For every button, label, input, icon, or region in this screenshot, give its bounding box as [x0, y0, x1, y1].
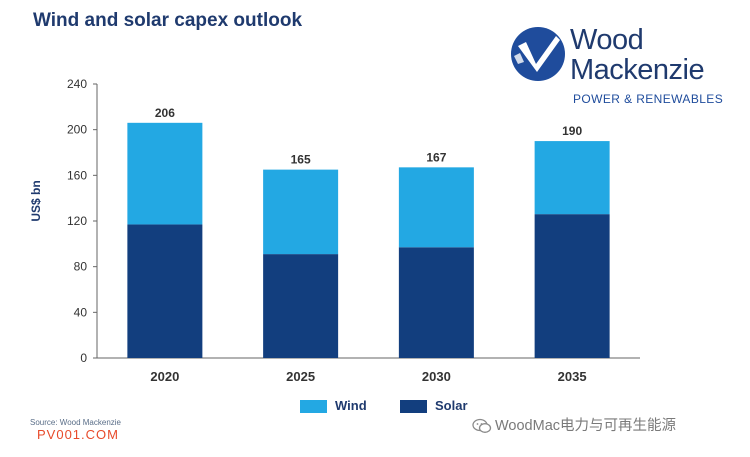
- bar-wind-2025: [263, 169, 339, 255]
- bar-solar-2025: [263, 254, 339, 358]
- chart-title: Wind and solar capex outlook: [33, 10, 303, 31]
- watermark-text: PV001.COM: [37, 427, 119, 442]
- legend-label-wind: Wind: [335, 398, 367, 413]
- y-tick-label: 40: [74, 305, 88, 319]
- legend-swatch-solar: [400, 400, 427, 414]
- bar-wind-2035: [534, 141, 610, 215]
- bar-total-label-2025: 165: [291, 153, 311, 167]
- y-tick-label: 160: [67, 168, 87, 182]
- logo-tagline: POWER & RENEWABLES: [573, 92, 724, 106]
- y-tick-label: 240: [67, 77, 87, 91]
- legend-item-wind: Wind: [300, 398, 367, 414]
- logo-wordmark-line1: Wood: [570, 24, 644, 56]
- bar-wind-2030: [398, 167, 474, 248]
- legend-label-solar: Solar: [435, 398, 468, 413]
- bar-solar-2035: [534, 214, 610, 358]
- company-logo: Wood Mackenzie POWER & RENEWABLES: [510, 24, 735, 114]
- x-tick-label-2025: 2025: [286, 369, 315, 384]
- bar-total-label-2030: 167: [426, 150, 446, 164]
- source-note: Source: Wood Mackenzie: [30, 418, 122, 427]
- legend-item-solar: Solar: [400, 398, 468, 414]
- x-tick-label-2030: 2030: [422, 369, 451, 384]
- bar-solar-2020: [127, 224, 203, 358]
- bar-wind-2020: [127, 122, 203, 225]
- y-axis-title: US$ bn: [29, 180, 43, 221]
- wechat-icon: [472, 419, 492, 434]
- y-tick-label: 80: [74, 260, 88, 274]
- logo-wordmark-line2: Mackenzie: [570, 54, 705, 86]
- legend-swatch-wind: [300, 400, 327, 414]
- wood-mackenzie-logo-icon: [511, 27, 565, 81]
- stacked-bar-chart: 0 40 80 120 160 200 240 US$ bn 206 2020 165 2025 167…: [29, 77, 640, 384]
- bar-solar-2030: [398, 247, 474, 358]
- bar-total-label-2020: 206: [155, 106, 175, 120]
- y-tick-label: 200: [67, 123, 87, 137]
- x-tick-label-2035: 2035: [558, 369, 587, 384]
- wechat-account-label: WoodMac电力与可再生能源: [472, 414, 676, 435]
- x-tick-label-2020: 2020: [150, 369, 179, 384]
- y-tick-label: 0: [80, 351, 87, 365]
- wechat-account-name: WoodMac电力与可再生能源: [495, 418, 677, 434]
- bar-total-label-2035: 190: [562, 124, 582, 138]
- y-tick-label: 120: [67, 214, 87, 228]
